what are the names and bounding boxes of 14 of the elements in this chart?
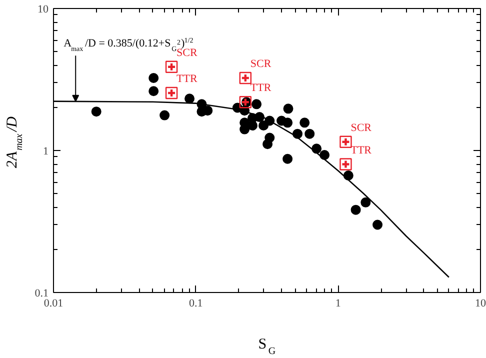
annotation: SCR <box>350 122 372 134</box>
annotation: SCR <box>250 58 272 70</box>
x-tick-label: 0.1 <box>188 298 203 310</box>
annotation: TTR <box>176 73 198 86</box>
y-tick-label: 10 <box>38 4 49 16</box>
x-tick-label: 10 <box>475 298 486 310</box>
annotation: TTR <box>350 144 372 156</box>
annotation: SCR <box>176 46 198 59</box>
y-tick-label: 0.1 <box>34 288 48 300</box>
annotation: TTR <box>250 82 272 94</box>
y-tick-label: 1 <box>43 146 48 158</box>
x-tick-label: 0.01 <box>44 298 64 310</box>
y-axis-title: 2Amax/D <box>4 116 25 168</box>
x-tick-label: 1 <box>335 298 341 310</box>
